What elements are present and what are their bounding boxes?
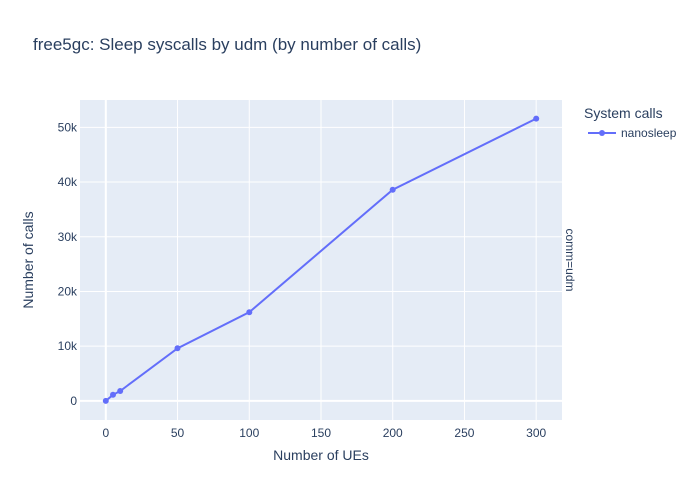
- series-layer: [102, 115, 540, 404]
- x-tick-label: 300: [526, 426, 546, 440]
- data-point[interactable]: [102, 397, 109, 404]
- y-tick-label: 40k: [58, 175, 78, 189]
- x-tick-label: 50: [171, 426, 185, 440]
- x-tick-label: 0: [102, 426, 109, 440]
- x-tick-labels: 0 50 100 150 200 250 300: [102, 426, 546, 440]
- y-tick-label: 10k: [58, 339, 78, 353]
- y-gridlines: [80, 126, 562, 402]
- x-tick-label: 150: [311, 426, 331, 440]
- x-tick-label: 100: [239, 426, 259, 440]
- x-gridlines: [104, 100, 537, 420]
- y-axis-title: Number of calls: [20, 211, 36, 308]
- x-axis-title: Number of UEs: [273, 447, 369, 463]
- y-tick-label: 0: [70, 394, 77, 408]
- data-point[interactable]: [246, 309, 253, 316]
- data-point[interactable]: [533, 115, 540, 122]
- chart-title: free5gc: Sleep syscalls by udm (by numbe…: [33, 35, 421, 54]
- legend-label: nanosleep: [621, 126, 677, 140]
- legend[interactable]: System calls nanosleep: [584, 105, 677, 140]
- legend-title: System calls: [584, 105, 663, 121]
- facet-label: comm=udm: [563, 228, 577, 291]
- x-tick-label: 250: [454, 426, 474, 440]
- x-tick-label: 200: [383, 426, 403, 440]
- data-point[interactable]: [174, 345, 181, 352]
- data-point[interactable]: [117, 388, 124, 394]
- y-tick-label: 20k: [58, 284, 78, 298]
- data-point[interactable]: [389, 186, 396, 193]
- legend-marker-icon: [599, 130, 605, 136]
- legend-item-nanosleep[interactable]: nanosleep: [588, 126, 677, 140]
- data-point[interactable]: [110, 391, 116, 398]
- y-tick-label: 30k: [58, 230, 78, 244]
- y-tick-label: 50k: [58, 120, 78, 134]
- y-tick-labels: 0 10k 20k 30k 40k 50k: [58, 120, 78, 408]
